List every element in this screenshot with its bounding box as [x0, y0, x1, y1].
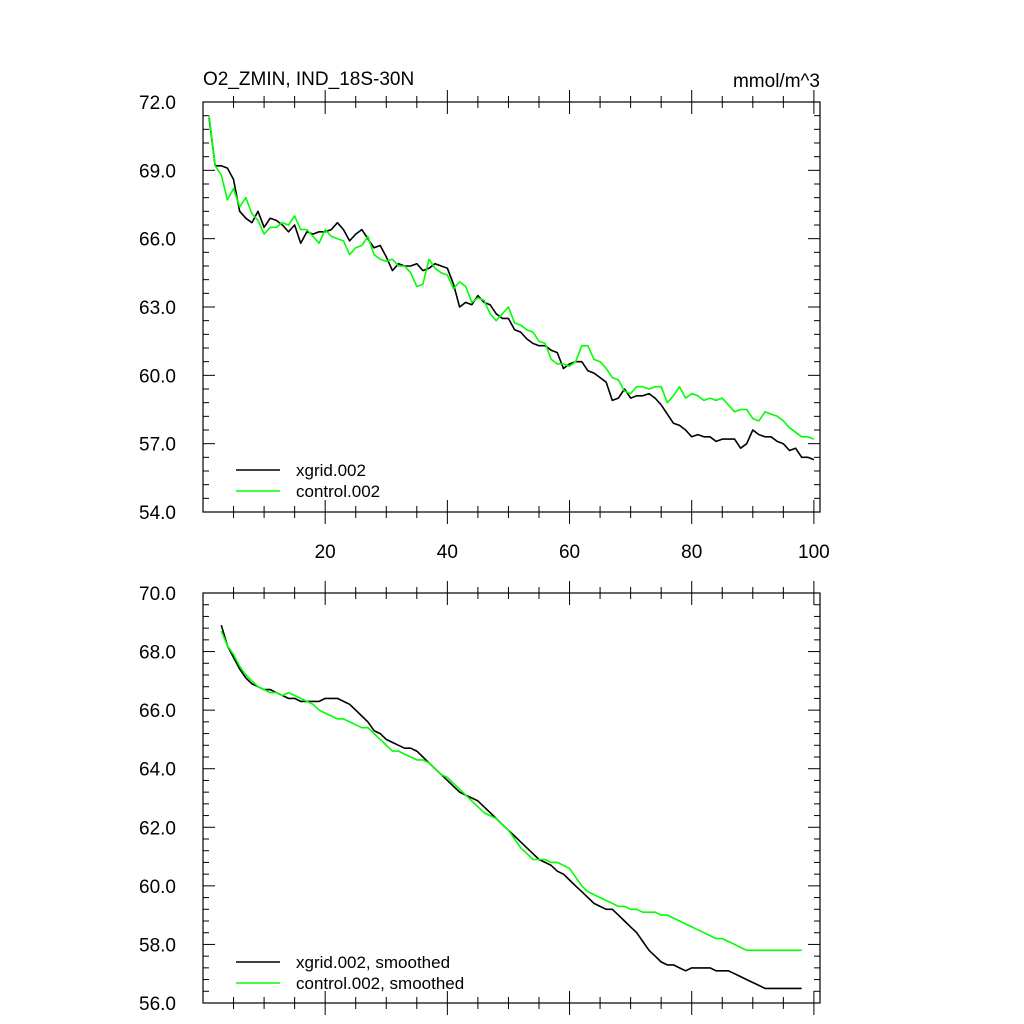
units-label: mmol/m^3 [733, 71, 820, 92]
y-tick-label: 70.0 [139, 584, 176, 605]
y-tick-label: 69.0 [139, 161, 176, 182]
y-tick-label: 60.0 [139, 877, 176, 898]
legend-label: control.002, smoothed [296, 974, 464, 993]
chart-title: O2_ZMIN, IND_18S-30N [203, 69, 414, 90]
chart-panel-bottom: 56.0 58.0 60.0 62.0 64.0 66.0 68.0 70.0 xgrid.0… [139, 581, 821, 1015]
legend-label: xgrid.002 [296, 461, 366, 480]
y-tick-label: 63.0 [139, 298, 176, 319]
chart-panel-top: O2_ZMIN, IND_18S-30N mmol/m^3 54.0 57.0 60… [139, 69, 830, 563]
y-tick-label: 66.0 [139, 701, 176, 722]
y-tick-labels: 56.0 58.0 60.0 62.0 64.0 66.0 68.0 70.0 [139, 584, 176, 1015]
plot-frame [202, 592, 821, 1004]
axis-ticks [203, 581, 820, 1015]
x-tick-labels: 20 40 60 80 100 [315, 542, 830, 563]
x-tick-label: 20 [315, 542, 336, 563]
legend-label: control.002 [296, 482, 380, 501]
y-tick-label: 64.0 [139, 760, 176, 781]
series-line-control-002-smoothed [220, 630, 802, 952]
series-lines [208, 115, 815, 461]
x-tick-label: 100 [798, 542, 830, 563]
x-tick-label: 60 [559, 542, 580, 563]
y-tick-label: 57.0 [139, 435, 176, 456]
y-tick-label: 58.0 [139, 935, 176, 956]
series-line-xgrid-002 [208, 117, 815, 461]
y-tick-label: 72.0 [139, 93, 176, 114]
y-tick-label: 54.0 [139, 503, 176, 524]
y-tick-label: 60.0 [139, 366, 176, 387]
x-tick-label: 80 [681, 542, 702, 563]
legend: xgrid.002 control.002 [236, 461, 380, 501]
y-tick-labels: 54.0 57.0 60.0 63.0 66.0 69.0 72.0 [139, 93, 176, 524]
legend: xgrid.002, smoothed control.002, smoothed [236, 953, 464, 993]
axis-ticks [203, 90, 820, 524]
plot-frame [202, 101, 821, 513]
y-tick-label: 62.0 [139, 818, 176, 839]
legend-label: xgrid.002, smoothed [296, 953, 450, 972]
y-tick-label: 66.0 [139, 230, 176, 251]
y-tick-label: 56.0 [139, 994, 176, 1015]
series-lines [220, 624, 802, 990]
series-line-xgrid-002-smoothed [220, 624, 802, 990]
x-tick-label: 40 [437, 542, 458, 563]
series-line-control-002 [208, 115, 815, 440]
y-tick-label: 68.0 [139, 643, 176, 664]
